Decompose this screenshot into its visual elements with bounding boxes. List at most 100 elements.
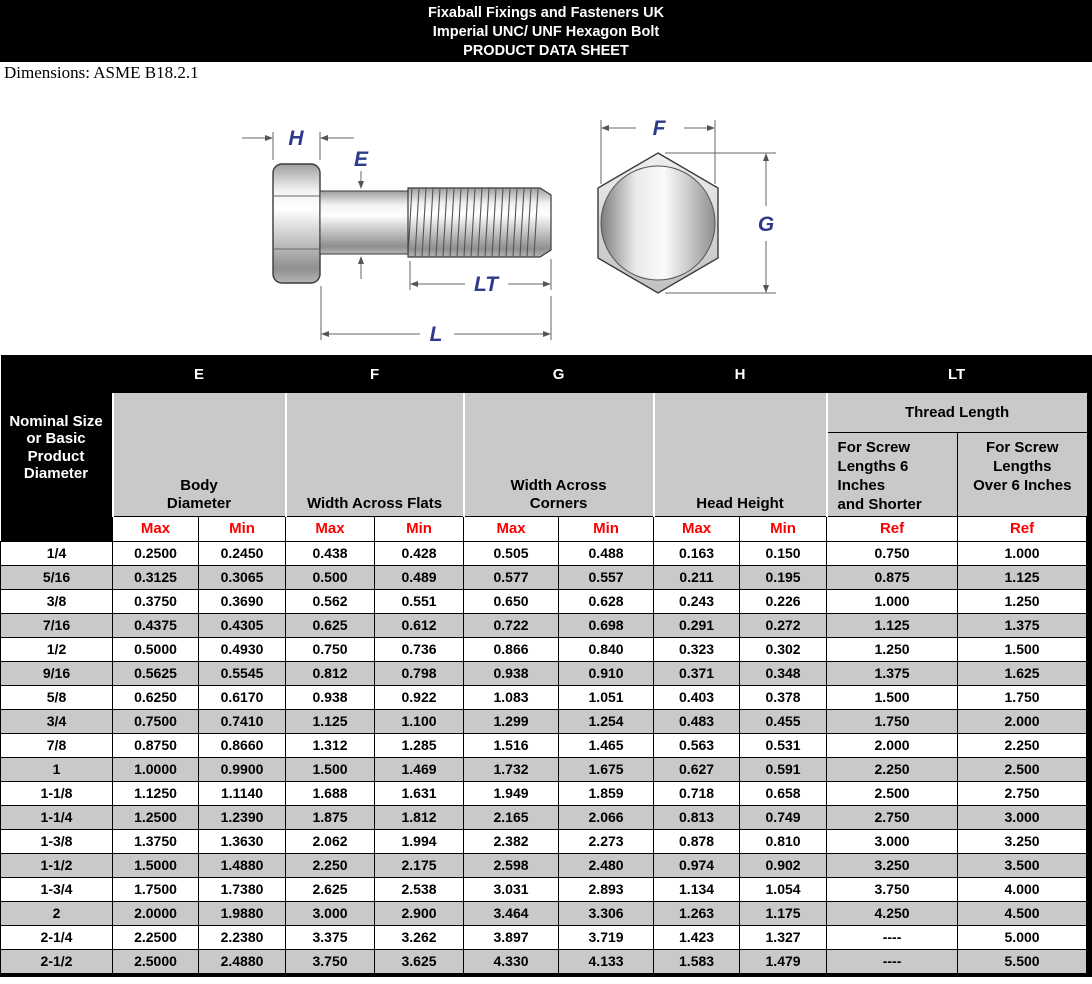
- dimensions-standard-note: Dimensions: ASME B18.2.1: [4, 63, 199, 82]
- cell-value: 1.2500: [112, 804, 199, 830]
- cell-value: 0.291: [653, 612, 741, 638]
- cell-value: 0.8660: [197, 732, 287, 758]
- cell-value: 0.736: [374, 636, 465, 662]
- cell-value: 1.812: [374, 804, 465, 830]
- cell-value: 1.465: [558, 732, 655, 758]
- cell-value: 1.250: [957, 588, 1088, 614]
- cell-value: 1.1250: [112, 780, 199, 806]
- cell-value: 1.125: [285, 708, 376, 734]
- dim-label-l: L: [430, 323, 443, 346]
- cell-value: 0.875: [826, 564, 959, 590]
- table-row: 1-1/2 1.5000 1.4880 2.250 2.175 2.598 2.…: [0, 852, 1088, 878]
- group-label-thread-length: Thread Length: [825, 393, 1087, 433]
- cell-value: 0.371: [653, 660, 741, 686]
- cell-nominal-size: 5/16: [0, 564, 113, 590]
- limit-header: Min: [558, 515, 655, 542]
- cell-value: 1.175: [739, 900, 828, 926]
- cell-value: 2.250: [285, 852, 376, 878]
- cell-value: 2.165: [463, 804, 560, 830]
- cell-value: 0.902: [739, 852, 828, 878]
- banner-line-company: Fixaball Fixings and Fasteners UK: [427, 5, 665, 21]
- table-row: 3/4 0.7500 0.7410 1.125 1.100 1.299 1.25…: [0, 708, 1088, 734]
- cell-value: 0.4305: [197, 612, 287, 638]
- cell-value: 1.125: [957, 564, 1088, 590]
- cell-nominal-size: 2-1/2: [0, 948, 113, 974]
- cell-value: 0.428: [374, 540, 465, 566]
- cell-value: 3.375: [285, 924, 376, 950]
- cell-value: 0.500: [285, 564, 376, 590]
- cell-value: 0.812: [285, 660, 376, 686]
- banner-line-product: Imperial UNC/ UNF Hexagon Bolt: [432, 24, 660, 40]
- table-row: 7/8 0.8750 0.8660 1.312 1.285 1.516 1.46…: [0, 732, 1088, 758]
- cell-value: 0.505: [463, 540, 560, 566]
- cell-value: 2.0000: [112, 900, 199, 926]
- cell-value: 0.3065: [197, 564, 287, 590]
- cell-nominal-size: 1/4: [0, 540, 113, 566]
- cell-nominal-size: 1-3/4: [0, 876, 113, 902]
- cell-value: 1.949: [463, 780, 560, 806]
- group-code-h: H: [653, 355, 827, 393]
- dim-label-g: G: [758, 213, 774, 236]
- cell-value: 1.250: [826, 636, 959, 662]
- cell-value: 1.675: [558, 756, 655, 782]
- group-label-body-diameter: Body Diameter: [111, 393, 286, 517]
- cell-value: 0.627: [653, 756, 741, 782]
- cell-nominal-size: 3/8: [0, 588, 113, 614]
- cell-value: 0.3690: [197, 588, 287, 614]
- cell-value: 1.631: [374, 780, 465, 806]
- cell-value: 5.000: [957, 924, 1088, 950]
- limit-header: Min: [197, 515, 287, 542]
- cell-value: 1.500: [285, 756, 376, 782]
- cell-value: 2.250: [826, 756, 959, 782]
- cell-value: 3.250: [957, 828, 1088, 854]
- cell-value: 0.226: [739, 588, 828, 614]
- bolt-dimensions-table: Nominal Size or Basic Product Diameter E…: [0, 355, 1092, 977]
- cell-value: 3.262: [374, 924, 465, 950]
- cell-value: 1.125: [826, 612, 959, 638]
- group-label-width-across-flats: Width Across Flats: [284, 393, 464, 517]
- cell-value: 0.718: [653, 780, 741, 806]
- cell-value: 1.263: [653, 900, 741, 926]
- cell-value: 3.897: [463, 924, 560, 950]
- limit-header: Ref: [826, 515, 959, 542]
- cell-value: 0.557: [558, 564, 655, 590]
- table-row: 1 1.0000 0.9900 1.500 1.469 1.732 1.675 …: [0, 756, 1088, 782]
- cell-nominal-size: 5/8: [0, 684, 113, 710]
- cell-value: 1.134: [653, 876, 741, 902]
- cell-value: 2.250: [957, 732, 1088, 758]
- cell-value: 1.516: [463, 732, 560, 758]
- cell-value: 0.5000: [112, 636, 199, 662]
- group-code-e: E: [112, 355, 286, 393]
- cell-value: 0.483: [653, 708, 741, 734]
- cell-value: 2.538: [374, 876, 465, 902]
- cell-value: 0.489: [374, 564, 465, 590]
- cell-value: 5.500: [957, 948, 1088, 974]
- cell-value: 0.650: [463, 588, 560, 614]
- table-row: 1-1/4 1.2500 1.2390 1.875 1.812 2.165 2.…: [0, 804, 1088, 830]
- cell-value: 0.938: [285, 684, 376, 710]
- cell-value: 0.3125: [112, 564, 199, 590]
- cell-value: 4.133: [558, 948, 655, 974]
- limit-header: Max: [653, 515, 741, 542]
- group-code-f: F: [285, 355, 464, 393]
- limit-header: Max: [112, 515, 199, 542]
- cell-value: 0.750: [826, 540, 959, 566]
- cell-value: 4.000: [957, 876, 1088, 902]
- title-banner: Fixaball Fixings and Fasteners UK Imperi…: [0, 0, 1092, 62]
- cell-value: 0.4930: [197, 636, 287, 662]
- cell-value: 0.150: [739, 540, 828, 566]
- cell-value: 0.378: [739, 684, 828, 710]
- cell-value: 4.250: [826, 900, 959, 926]
- cell-value: 0.455: [739, 708, 828, 734]
- cell-value: ----: [826, 948, 959, 974]
- cell-value: 1.732: [463, 756, 560, 782]
- cell-value: 0.625: [285, 612, 376, 638]
- table-row: 1-3/8 1.3750 1.3630 2.062 1.994 2.382 2.…: [0, 828, 1088, 854]
- lt-subheader-over-6: For Screw Lengths Over 6 Inches: [957, 432, 1087, 517]
- cell-value: 2.382: [463, 828, 560, 854]
- cell-value: 0.438: [285, 540, 376, 566]
- cell-value: 0.658: [739, 780, 828, 806]
- cell-value: 0.577: [463, 564, 560, 590]
- cell-value: 2.066: [558, 804, 655, 830]
- cell-value: 0.750: [285, 636, 376, 662]
